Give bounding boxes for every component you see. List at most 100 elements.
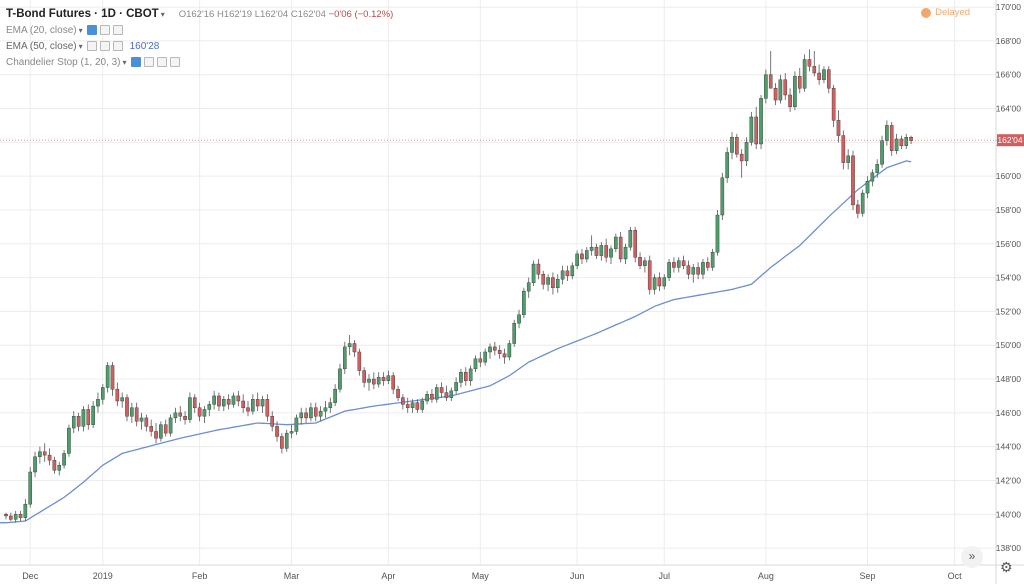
close-icon[interactable]	[112, 41, 123, 51]
candle-body	[197, 407, 202, 417]
candle-body	[468, 368, 473, 381]
candle-body	[444, 392, 449, 398]
candle-body	[536, 263, 541, 275]
chevron-down-icon[interactable]: ▾	[160, 9, 165, 19]
candle-body	[212, 395, 216, 405]
eye-icon[interactable]	[86, 25, 97, 35]
candle-body	[183, 416, 187, 420]
price-tick-label: 148'00	[996, 374, 1022, 384]
candle-body	[313, 407, 318, 417]
candle-body	[130, 407, 134, 417]
candle-body	[827, 69, 831, 89]
candle-body	[856, 204, 860, 214]
delayed-label: Delayed	[935, 7, 970, 18]
settings-icon[interactable]	[99, 25, 110, 35]
candle-body	[115, 388, 120, 402]
candle-body	[676, 260, 681, 268]
candle-body	[706, 262, 710, 268]
candle-body	[836, 120, 841, 136]
candle-body	[768, 74, 773, 89]
candle-body	[560, 270, 565, 280]
scroll-to-realtime-button[interactable]: »	[961, 546, 983, 568]
candle-body	[657, 277, 662, 287]
candle-body	[744, 142, 749, 162]
symbol-title[interactable]: T-Bond Futures · 1D · CBOT	[6, 8, 159, 20]
candle-body	[681, 260, 686, 266]
candle-body	[91, 405, 95, 425]
candle-body	[759, 98, 763, 145]
candle-body	[899, 138, 904, 146]
candle-body	[120, 397, 124, 402]
settings-icon[interactable]	[143, 57, 154, 67]
more-icon[interactable]	[156, 57, 167, 67]
candle-body	[865, 181, 870, 194]
candle-body	[251, 399, 255, 412]
candle-body	[449, 390, 454, 398]
eye-icon[interactable]	[130, 57, 141, 67]
candle-body	[628, 230, 633, 248]
candle-body	[715, 214, 720, 253]
time-tick-label: Apr	[381, 571, 395, 581]
candle-body	[909, 137, 913, 141]
candle-body	[531, 263, 536, 283]
candle-body	[260, 399, 265, 407]
candle-body	[57, 465, 62, 471]
candle-body	[410, 402, 415, 408]
candle-body	[589, 246, 594, 251]
candle-body	[76, 416, 81, 427]
time-tick-label: Sep	[860, 571, 876, 581]
candle-body	[672, 262, 676, 268]
candle-body	[817, 72, 821, 80]
price-tick-label: 168'00	[996, 36, 1022, 46]
candle-body	[362, 370, 366, 383]
candle-body	[502, 353, 507, 358]
chevron-down-icon[interactable]: ▾	[78, 25, 83, 35]
candle-body	[599, 245, 604, 256]
indicator-row-chandelier[interactable]: Chandelier Stop (1, 20, 3) ▾	[6, 54, 393, 70]
eye-icon[interactable]	[86, 41, 97, 51]
price-tick-label: 164'00	[996, 104, 1022, 114]
candle-body	[439, 387, 444, 393]
close-icon[interactable]	[112, 25, 123, 35]
candle-body	[739, 153, 744, 162]
candle-body	[173, 412, 178, 419]
candle-body	[493, 346, 497, 351]
candle-body	[701, 262, 705, 275]
candle-body	[633, 230, 637, 258]
candle-body	[870, 172, 875, 182]
candle-body	[647, 260, 652, 290]
time-tick-label: Aug	[758, 571, 774, 581]
indicator-row-ema20[interactable]: EMA (20, close) ▾	[6, 22, 393, 38]
candle-body	[318, 410, 323, 417]
candle-body	[347, 343, 352, 348]
candle-body	[391, 375, 396, 390]
chevron-down-icon[interactable]: ▾	[122, 57, 127, 67]
candle-body	[764, 74, 768, 99]
candle-body	[221, 399, 226, 407]
candle-body	[144, 417, 149, 427]
candle-body	[725, 152, 729, 179]
candle-body	[100, 387, 105, 400]
chevron-down-icon[interactable]: ▾	[78, 41, 83, 51]
candle-body	[357, 351, 362, 371]
candle-body	[231, 395, 236, 405]
gear-icon[interactable]: ⚙	[1000, 559, 1013, 575]
candle-body	[430, 394, 434, 400]
candle-body	[178, 412, 183, 417]
low-value: L162'04	[254, 8, 289, 20]
settings-icon[interactable]	[99, 41, 110, 51]
candle-body	[284, 432, 289, 449]
candle-body	[9, 515, 13, 520]
candle-body	[618, 236, 623, 260]
candle-body	[594, 246, 599, 256]
candle-body	[643, 260, 647, 266]
candle-body	[638, 257, 642, 266]
candle-body	[265, 399, 270, 417]
close-icon[interactable]	[169, 57, 180, 67]
candle-body	[522, 290, 526, 315]
candle-body	[822, 69, 826, 80]
indicator-row-ema50[interactable]: EMA (50, close) ▾ 160'28	[6, 38, 393, 54]
candle-body	[367, 378, 371, 383]
candle-body	[420, 400, 425, 410]
